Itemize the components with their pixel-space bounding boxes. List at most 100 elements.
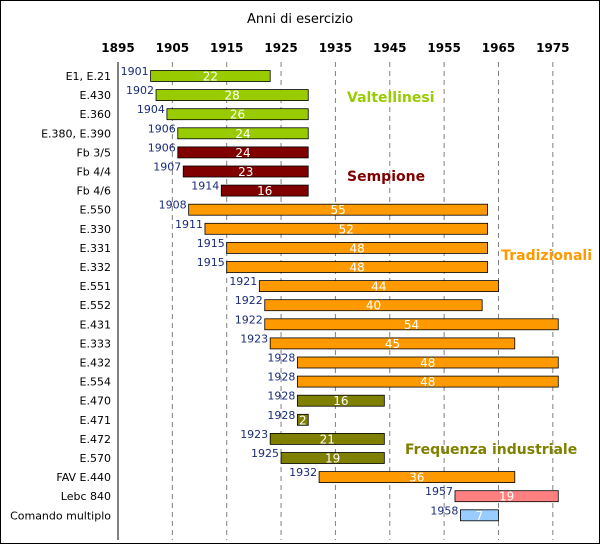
start-year-label: 1923 [240,428,268,441]
duration-label: 21 [320,432,335,446]
bar [220,184,309,197]
category-label: E.554 [80,376,111,389]
bar [204,222,488,235]
duration-label: 48 [420,375,435,389]
start-year-label: 1928 [267,352,295,365]
start-year-label: 1925 [251,447,279,460]
category-label: E.470 [80,395,111,408]
start-year-label: 1902 [126,84,154,97]
x-tick-label: 1955 [427,41,460,55]
bar [177,146,309,159]
duration-label: 44 [371,280,386,294]
duration-label: 7 [476,509,484,523]
duration-label: 24 [235,127,250,141]
start-year-label: 1921 [229,275,257,288]
bar [460,509,499,522]
start-year-label: 1932 [289,466,317,479]
chart-title: Anni di esercizio [247,12,353,27]
start-year-label: 1928 [267,390,295,403]
duration-label: 28 [225,89,240,103]
start-year-label: 1957 [425,485,453,498]
bar [269,432,385,445]
group-labels: Valtellinesi Sempione Tradizionali Frequenz… [347,90,592,458]
category-label: E.333 [80,337,111,350]
bar [166,108,309,121]
bar [264,318,559,331]
duration-label: 2 [299,413,307,427]
category-label: Lebc 840 [61,490,111,503]
category-label: E.552 [80,299,111,312]
category-label: E.432 [80,357,111,370]
start-year-label: 1922 [235,294,263,307]
group-label-tradizionali: Tradizionali [501,248,592,264]
bar [155,89,309,101]
bar [150,70,271,82]
duration-label: 22 [203,70,218,84]
x-tick-label: 1895 [101,41,134,55]
bar [296,413,309,426]
start-year-label: 1923 [240,332,268,345]
bar [280,452,385,464]
category-label: Fb 4/6 [76,185,111,198]
category-label: E.331 [80,242,111,255]
category-label: E.360 [80,108,111,121]
duration-label: 19 [499,490,514,504]
category-labels: E1, E.21 E.430 E.360 E.380, E.390 Fb 3/5 Fb 4… [10,70,111,522]
bar [296,394,385,407]
duration-label: 52 [339,222,354,236]
duration-label: 45 [385,337,400,351]
duration-label: 48 [350,241,365,255]
start-year-label: 1908 [159,199,187,212]
bar [226,241,488,254]
x-tick-label: 1975 [536,41,569,55]
bar [269,337,516,350]
bar [264,299,483,312]
group-label-sempione: Sempione [347,169,425,185]
category-label: E.472 [80,433,111,446]
category-label: E.550 [80,204,111,217]
duration-label: 36 [409,471,424,485]
duration-label: 40 [366,299,381,313]
x-tick-label: 1925 [264,41,297,55]
category-label: E.471 [80,414,111,427]
x-tick-label: 1905 [156,41,189,55]
start-year-label: 1911 [175,218,203,231]
duration-label: 16 [333,394,348,408]
category-label: Fb 3/5 [76,146,111,159]
start-year-label: 1914 [191,180,219,193]
duration-label: 24 [235,146,250,160]
start-year-label: 1906 [148,122,176,135]
category-label: E1, E.21 [66,70,111,83]
bar [226,261,488,273]
category-label: FAV E.440 [56,471,111,484]
duration-label: 48 [350,261,365,275]
category-label: E.332 [80,261,111,274]
bar [296,375,559,388]
bar [177,127,309,140]
start-year-label: 1958 [430,504,458,517]
duration-label: 16 [257,184,272,198]
start-year-label: 1928 [267,371,295,384]
category-label: E.380, E.390 [41,127,111,140]
start-year-label: 1928 [267,409,295,422]
bar [258,280,499,293]
group-label-industriale: Frequenza industriale [405,442,577,458]
category-label: E.430 [80,89,111,102]
category-label: E.431 [80,318,111,331]
duration-label: 54 [404,318,419,332]
duration-label: 26 [230,108,245,122]
start-year-label: 1922 [235,313,263,326]
category-label: E.551 [80,280,111,293]
category-label: E.330 [80,223,111,236]
x-tick-labels: 1895 1905 1915 1925 1935 1945 1955 1965 1975 [101,41,569,55]
x-tick-label: 1915 [210,41,243,55]
duration-label: 23 [238,165,253,179]
category-label: Comando multiplo [10,509,111,522]
bar [182,165,309,178]
duration-label: 55 [330,203,345,217]
start-year-label: 1906 [148,141,176,154]
x-tick-label: 1945 [373,41,406,55]
duration-label: 19 [325,452,340,466]
x-tick-label: 1935 [319,41,352,55]
